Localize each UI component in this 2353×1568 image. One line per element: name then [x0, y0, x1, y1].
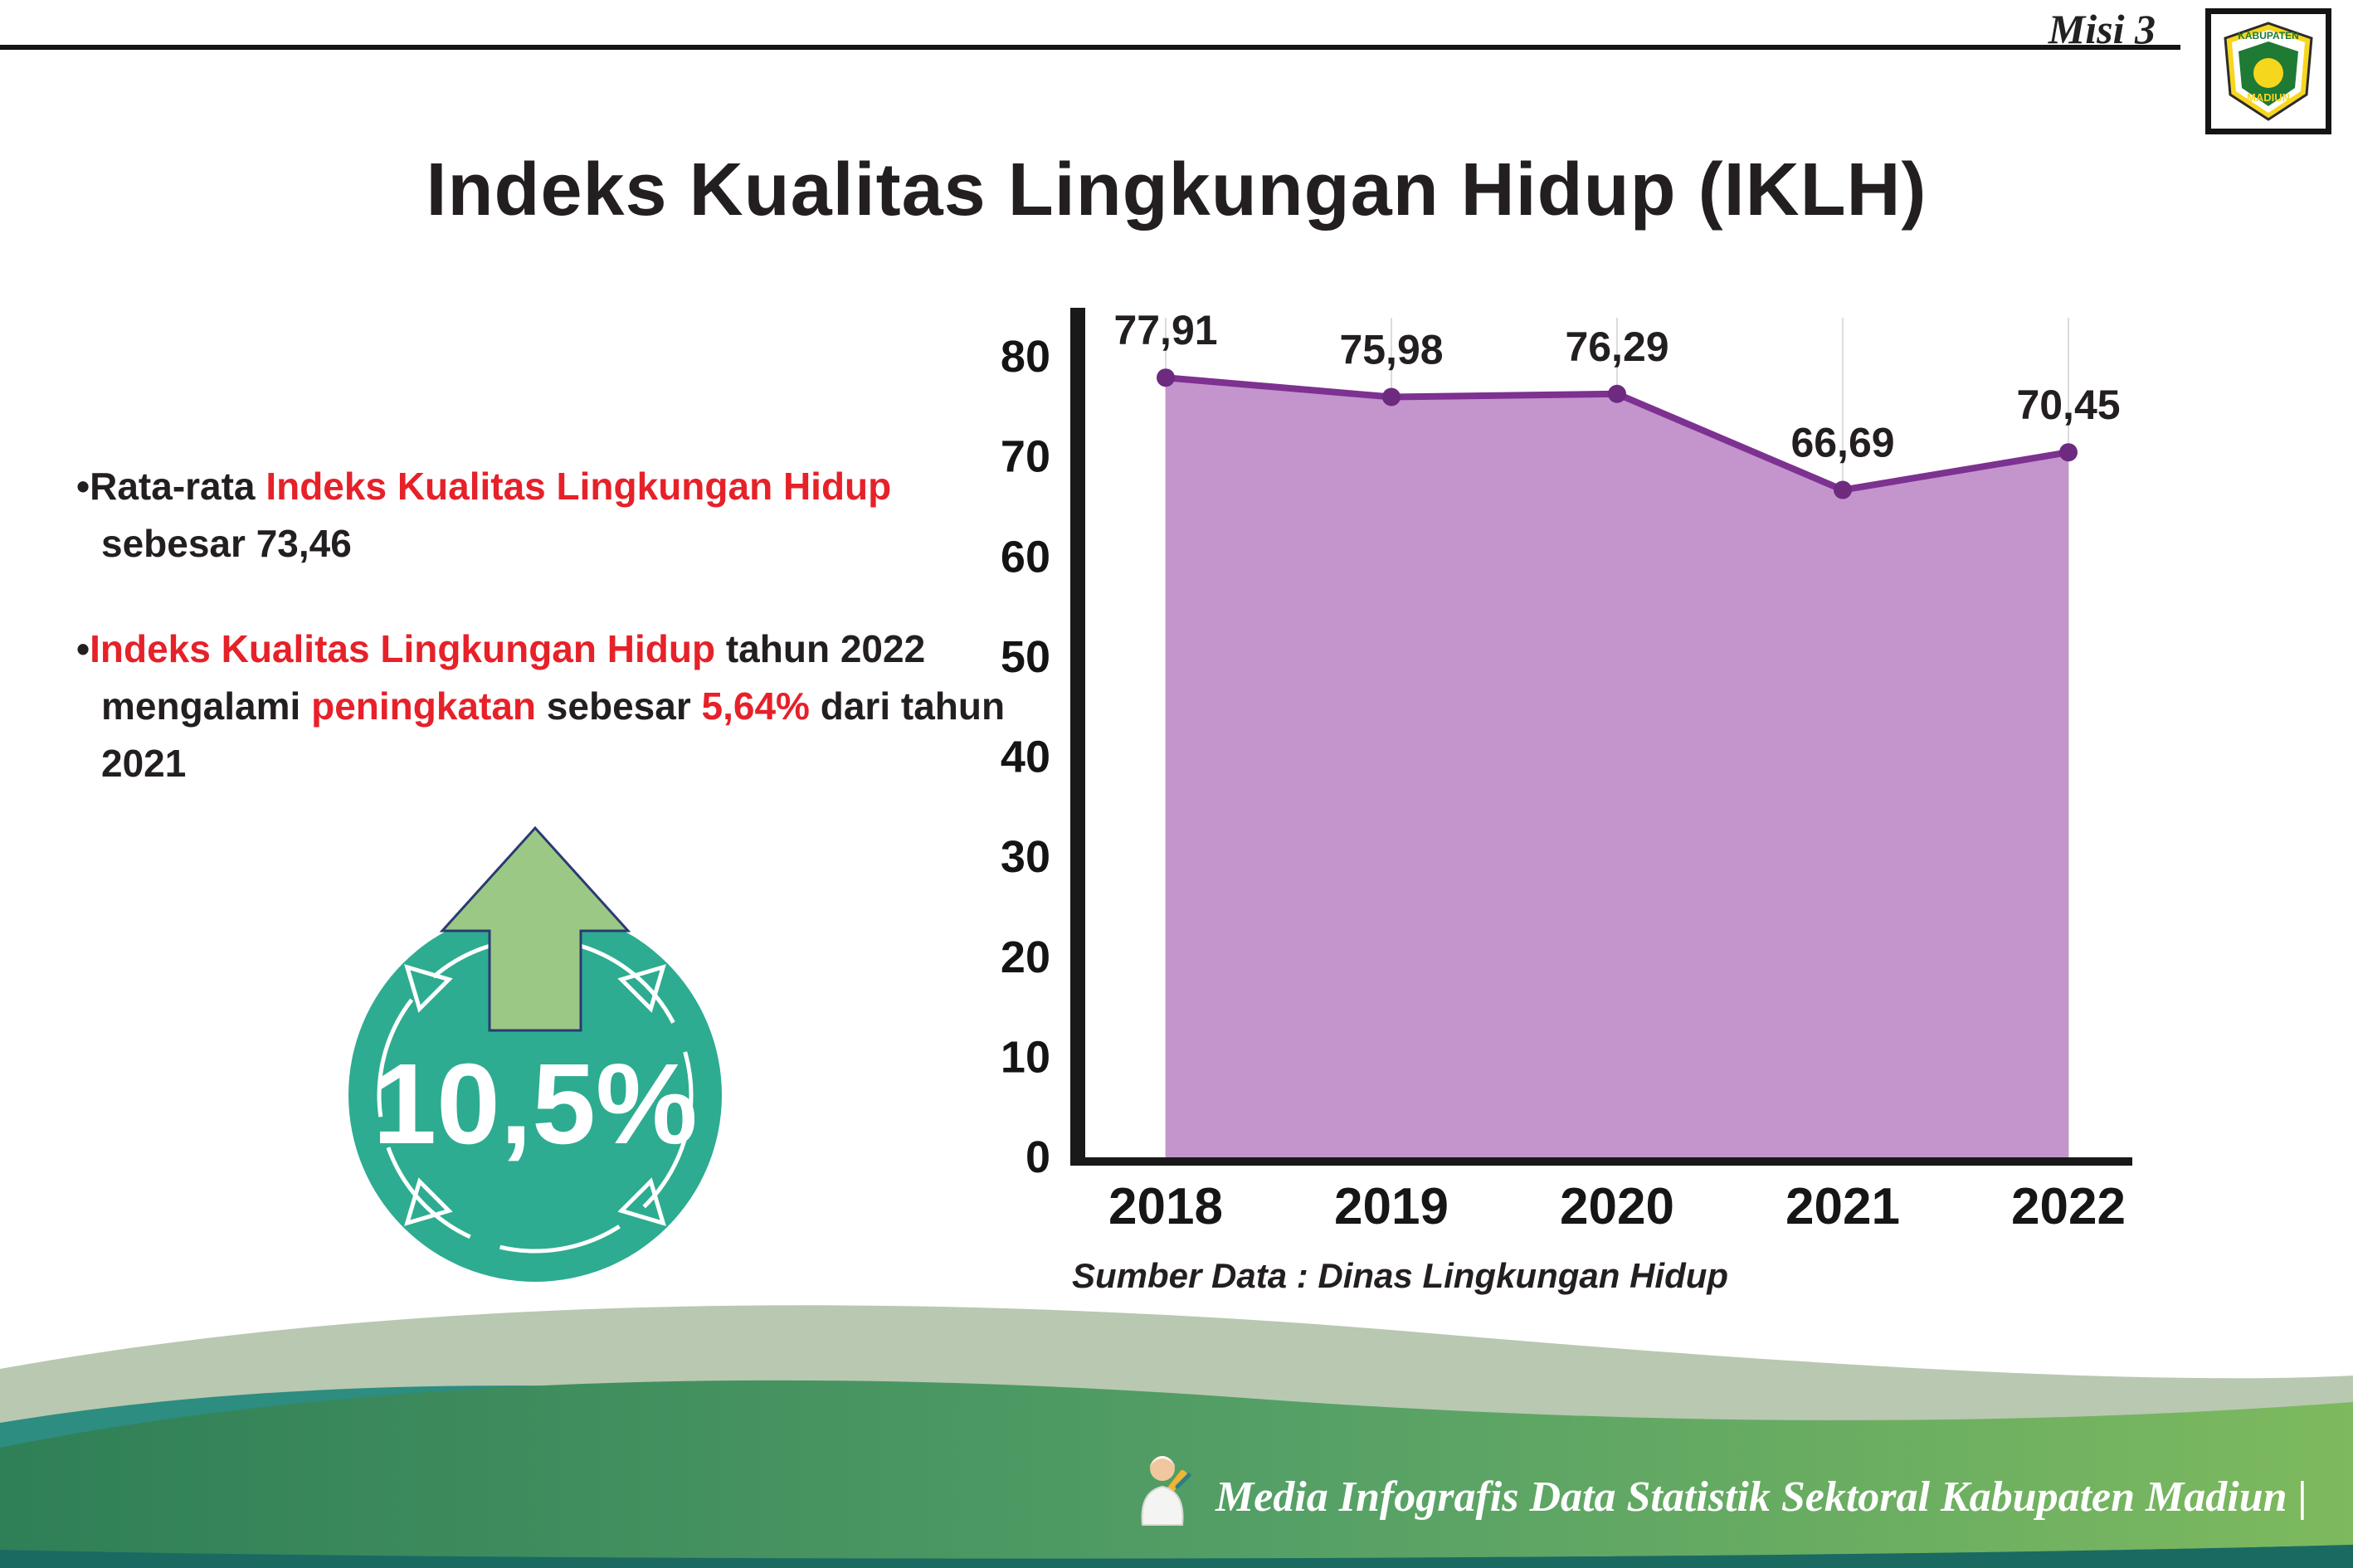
increase-badge: 10,5% — [319, 821, 751, 1298]
x-tick-label: 2019 — [1334, 1178, 1449, 1235]
footer-wave — [0, 1305, 2353, 1568]
y-tick-label: 70 — [1001, 432, 1050, 482]
text-segment-highlight: peningkatan — [311, 684, 537, 728]
text-segment: Rata-rata — [90, 465, 266, 508]
increase-percentage: 10,5% — [373, 1040, 697, 1168]
logo-bottom-text: MADIUN — [2247, 91, 2290, 104]
chart-point — [1834, 480, 1852, 499]
badge-circle — [348, 908, 722, 1282]
text-segment-highlight: Indeks Kualitas Lingkungan Hidup — [266, 465, 892, 508]
text-segment-highlight: Indeks Kualitas Lingkungan Hidup — [90, 627, 716, 670]
chart-area — [1166, 377, 2068, 1157]
y-tick-label: 80 — [1001, 332, 1050, 382]
chart-source: Sumber Data : Dinas Lingkungan Hidup — [1072, 1256, 1729, 1295]
top-divider-line — [0, 45, 2180, 50]
iklh-chart: 0 10 20 30 40 50 60 70 80 77,91 2018 75,98 2019 76,29… — [954, 286, 2165, 1296]
y-tick-label: 10 — [1001, 1032, 1050, 1082]
bullet-marker: • — [76, 627, 90, 670]
x-axis — [1070, 1157, 2132, 1166]
footer-caption: Media Infografis Data Statistik Sektoral… — [1128, 1444, 2307, 1527]
point-label: 70,45 — [2016, 382, 2120, 428]
y-tick-label: 60 — [1001, 532, 1050, 582]
crest-icon: KABUPATEN MADIUN — [2224, 22, 2313, 121]
iklh-chart-svg: 0 10 20 30 40 50 60 70 80 77,91 2018 75,98 2019 76,29… — [1001, 307, 2132, 1235]
chart-point — [2059, 443, 2078, 462]
chart-point — [1608, 384, 1626, 403]
kabupaten-madiun-logo: KABUPATEN MADIUN — [2205, 8, 2331, 134]
x-tick-label: 2021 — [1785, 1178, 1900, 1235]
key-points: •Rata-rata Indeks Kualitas Lingkungan Hi… — [76, 458, 1006, 840]
y-tick-label: 30 — [1001, 832, 1050, 882]
y-tick-label: 50 — [1001, 632, 1050, 682]
point-label: 75,98 — [1339, 326, 1443, 373]
chart-point — [1157, 368, 1175, 387]
text-segment: dari tahun 2021 — [101, 684, 1006, 785]
bullet-marker: • — [76, 465, 90, 508]
up-arrow-icon — [439, 825, 631, 1032]
mascot-icon — [1141, 1456, 1191, 1526]
logo-top-text: KABUPATEN — [2238, 30, 2299, 41]
bullet-average-iklh: •Rata-rata Indeks Kualitas Lingkungan Hi… — [76, 458, 1006, 572]
y-axis — [1070, 308, 1085, 1166]
text-segment: sebesar — [536, 684, 702, 728]
y-tick-label: 20 — [1001, 933, 1050, 982]
wave-green — [0, 1380, 2353, 1559]
x-tick-label: 2018 — [1108, 1178, 1223, 1235]
misi-label: Misi 3 — [2048, 6, 2156, 52]
y-tick-label: 0 — [1025, 1132, 1050, 1182]
text-segment: tahun 2022 mengalami — [101, 627, 926, 728]
x-tick-label: 2020 — [1560, 1178, 1674, 1235]
point-label: 76,29 — [1565, 324, 1669, 370]
bullet-iklh-increase: •Indeks Kualitas Lingkungan Hidup tahun … — [76, 621, 1006, 792]
point-label: 77,91 — [1113, 307, 1217, 353]
chart-point — [1382, 387, 1401, 407]
footer-caption-text: Media Infografis Data Statistik Sektoral… — [1215, 1473, 2307, 1521]
text-segment-highlight: 5,64% — [701, 684, 810, 728]
page-title: Indeks Kualitas Lingkungan Hidup (IKLH) — [426, 149, 1927, 232]
point-label: 66,69 — [1790, 420, 1894, 466]
badge-ring-arrows — [404, 964, 666, 1226]
wave-dark — [0, 1545, 2353, 1568]
y-tick-label: 40 — [1001, 733, 1050, 782]
text-segment: sebesar 73,46 — [101, 522, 352, 565]
increase-badge-graphic: 10,5% — [348, 825, 722, 1282]
x-tick-label: 2022 — [2011, 1178, 2126, 1235]
